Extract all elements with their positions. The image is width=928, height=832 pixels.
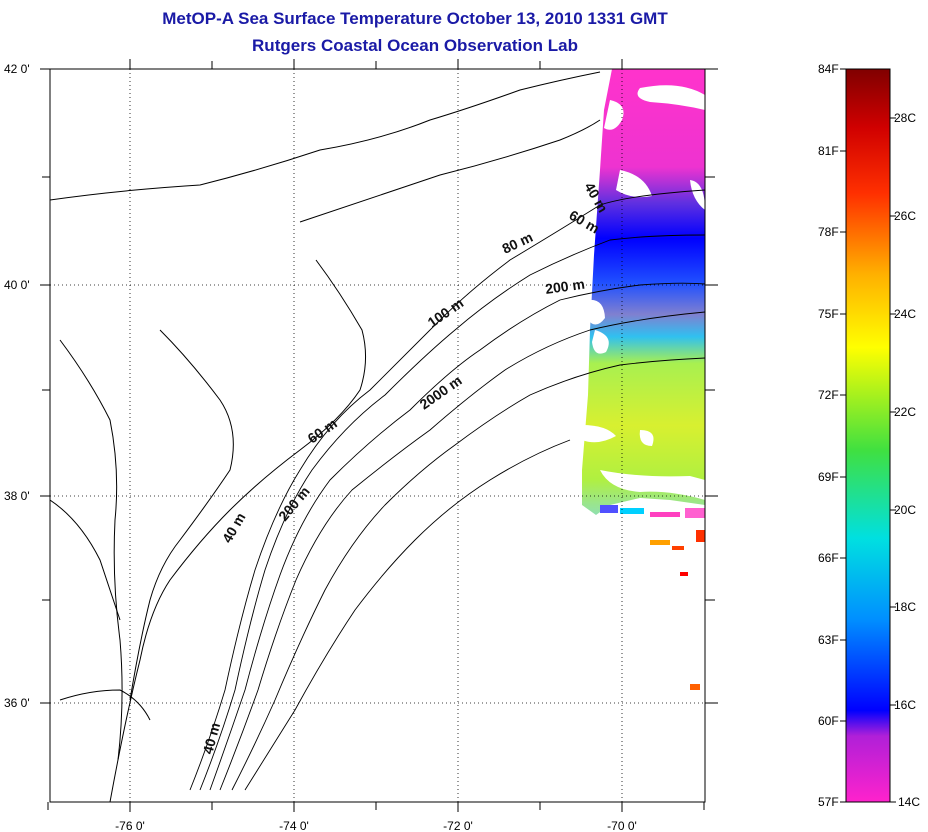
colorbar-label-c: 26C [894,209,916,223]
colorbar-label-c: 14C [898,795,920,809]
map-frame [40,59,718,812]
lon-tick-label: -74 0' [279,819,309,832]
colorbar-label-f: 60F [818,714,839,728]
lat-tick-labels: 42 0' 40 0' 38 0' 36 0' [4,62,30,710]
depth-label: 40 m [219,510,249,546]
map-subtitle: Rutgers Coastal Ocean Observation Lab [252,36,578,55]
colorbar-label-f: 75F [818,307,839,321]
colorbar-fahrenheit-labels: 84F 81F 78F 75F 72F 69F 66F 63F 60F 57F [818,62,839,809]
colorbar-label-c: 20C [894,503,916,517]
colorbar-label-f: 81F [818,144,839,158]
lat-tick-label: 42 0' [4,62,30,76]
map-title: MetOP-A Sea Surface Temperature October … [162,9,668,28]
colorbar-label-c: 22C [894,405,916,419]
colorbar-label-f: 63F [818,633,839,647]
colorbar-label-c: 18C [894,600,916,614]
lon-tick-label: -70 0' [607,819,637,832]
colorbar-label-f: 69F [818,470,839,484]
depth-label: 200 m [544,276,586,297]
colorbar: 84F 81F 78F 75F 72F 69F 66F 63F 60F 57F … [818,62,920,809]
colorbar-celsius-labels: 28C 26C 24C 22C 20C 18C 16C 14C [894,111,920,809]
colorbar-label-c: 16C [894,698,916,712]
depth-label: 40 m [199,721,223,756]
depth-label: 100 m [425,295,467,331]
sst-swath [582,69,705,690]
colorbar-label-f: 72F [818,388,839,402]
coastline [50,71,601,802]
lat-tick-label: 38 0' [4,489,30,503]
colorbar-label-f: 78F [818,225,839,239]
colorbar-label-f: 66F [818,551,839,565]
lon-tick-label: -76 0' [115,819,145,832]
depth-contours [189,189,705,791]
colorbar-label-f: 84F [818,62,839,76]
colorbar-label-c: 28C [894,111,916,125]
depth-label: 80 m [500,229,536,257]
lon-tick-label: -72 0' [443,819,473,832]
lat-tick-label: 40 0' [4,278,30,292]
colorbar-label-c: 24C [894,307,916,321]
lon-tick-labels: -76 0' -74 0' -72 0' -70 0' [115,819,637,832]
colorbar-label-f: 57F [818,795,839,809]
lat-tick-label: 36 0' [4,696,30,710]
